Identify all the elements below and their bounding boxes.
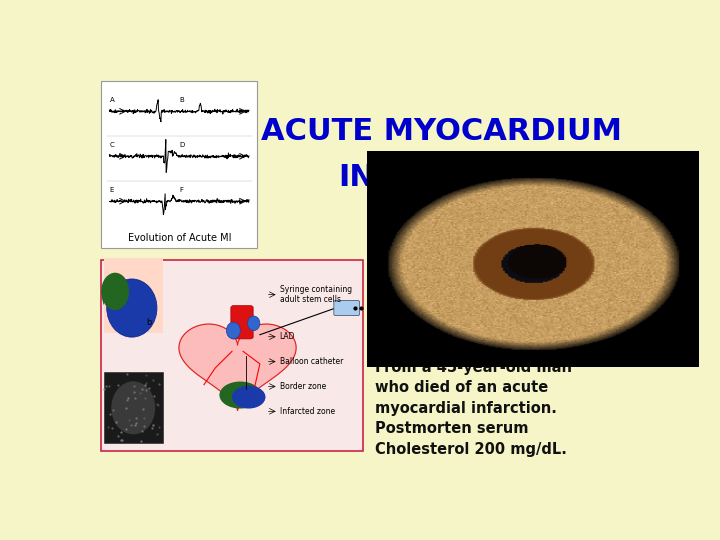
Text: INFARCTION: INFARCTION xyxy=(338,163,545,192)
Ellipse shape xyxy=(235,387,265,408)
Text: Syringe containing
adult stem cells: Syringe containing adult stem cells xyxy=(279,285,352,305)
FancyBboxPatch shape xyxy=(104,258,163,333)
Ellipse shape xyxy=(220,382,261,409)
Ellipse shape xyxy=(101,273,129,310)
Text: Evolution of Acute MI: Evolution of Acute MI xyxy=(127,233,231,243)
FancyBboxPatch shape xyxy=(334,301,359,315)
FancyBboxPatch shape xyxy=(374,181,631,348)
Text: From a 45-year-old man
who died of an acute
myocardial infarction.
Postmorten se: From a 45-year-old man who died of an ac… xyxy=(374,360,572,457)
Polygon shape xyxy=(179,324,296,410)
Text: Border zone: Border zone xyxy=(279,382,326,391)
Text: ACUTE MYOCARDIUM: ACUTE MYOCARDIUM xyxy=(261,117,622,146)
Ellipse shape xyxy=(112,381,156,434)
Ellipse shape xyxy=(107,279,157,337)
FancyBboxPatch shape xyxy=(231,306,253,339)
Text: E: E xyxy=(109,187,114,193)
FancyBboxPatch shape xyxy=(101,260,364,451)
FancyBboxPatch shape xyxy=(104,373,163,443)
Text: b: b xyxy=(145,318,151,327)
Ellipse shape xyxy=(232,386,266,409)
Text: D: D xyxy=(179,142,184,148)
Text: B: B xyxy=(179,97,184,103)
Ellipse shape xyxy=(102,275,133,316)
Text: LAD: LAD xyxy=(279,332,295,341)
Ellipse shape xyxy=(226,322,240,339)
Ellipse shape xyxy=(107,281,157,335)
Text: A: A xyxy=(109,97,114,103)
Text: Balloon catheter: Balloon catheter xyxy=(279,357,343,366)
Text: C: C xyxy=(109,142,114,148)
FancyBboxPatch shape xyxy=(101,82,258,248)
Ellipse shape xyxy=(248,316,260,330)
Text: F: F xyxy=(179,187,184,193)
Text: Infarcted zone: Infarcted zone xyxy=(279,407,335,416)
